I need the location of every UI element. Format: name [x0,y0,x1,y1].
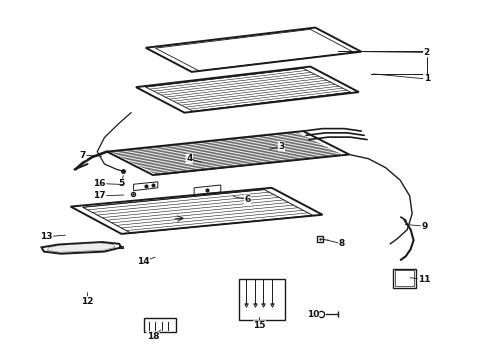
Text: 4: 4 [186,154,193,163]
Text: 1: 1 [423,75,430,84]
Bar [144,318,176,332]
Text: 2: 2 [423,48,430,57]
Text: 15: 15 [253,321,266,330]
Text: 10: 10 [307,310,319,319]
Text: 5: 5 [119,179,124,188]
Text: 9: 9 [421,221,427,230]
Text: 14: 14 [137,257,149,266]
Polygon shape [48,243,115,252]
Text: 7: 7 [79,151,86,160]
Text: 16: 16 [94,179,106,188]
Text: 13: 13 [40,232,52,241]
Text: 17: 17 [94,192,106,201]
Text: 8: 8 [339,239,345,248]
Bar [239,279,285,320]
Text: 18: 18 [147,332,159,341]
Bar [393,269,416,288]
Text: 3: 3 [278,142,285,151]
Bar [395,270,414,286]
Text: 6: 6 [245,195,250,204]
Text: 11: 11 [418,275,431,284]
Text: 12: 12 [81,297,94,306]
